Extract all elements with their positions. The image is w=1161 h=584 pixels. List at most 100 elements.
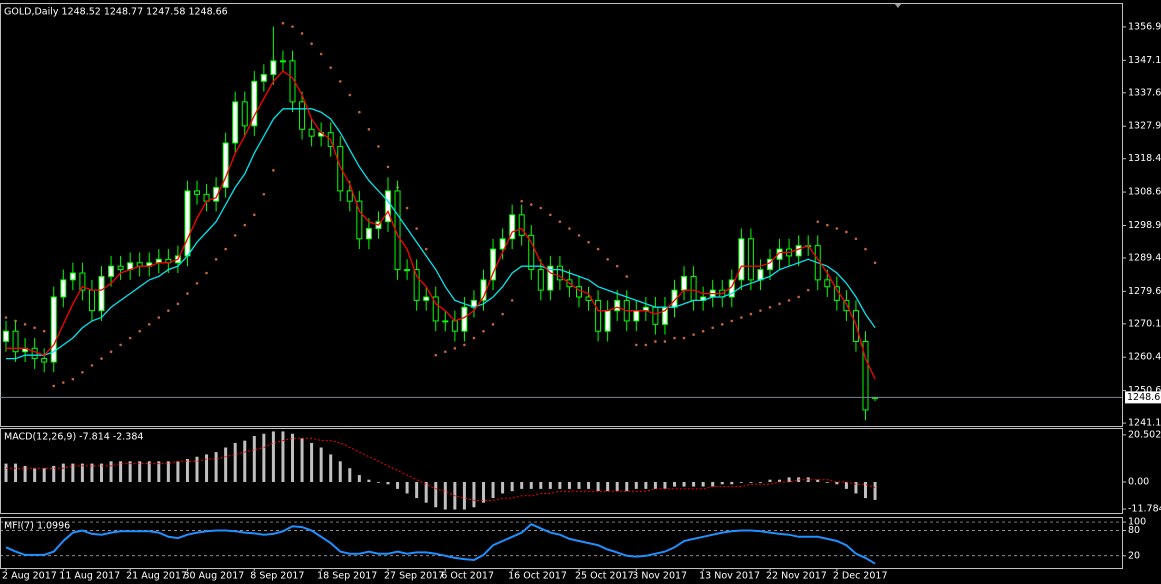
sar-dot xyxy=(596,247,600,251)
sar-dot xyxy=(186,292,189,295)
sar-dot xyxy=(262,193,266,196)
macd-bar xyxy=(692,481,696,487)
candle-body xyxy=(98,275,105,312)
candle-body xyxy=(537,269,544,291)
macd-bar xyxy=(80,463,84,482)
sar-dot xyxy=(472,336,476,340)
macd-bar xyxy=(147,461,151,482)
candle-body xyxy=(12,330,19,353)
y-tick-label: 1279.65 xyxy=(1128,286,1161,297)
candle-body xyxy=(423,296,430,301)
sar-dot xyxy=(749,312,753,316)
sar-dot xyxy=(138,329,141,333)
sar-dot xyxy=(768,305,772,309)
macd-bar xyxy=(100,463,103,482)
y-tick-label: 1356.90 xyxy=(1128,21,1161,32)
x-tick-label: 25 Oct 2017 xyxy=(575,571,634,582)
signal-line xyxy=(6,437,876,501)
candle-body xyxy=(499,238,506,250)
sar-dot xyxy=(835,227,839,230)
sar-dot xyxy=(730,319,734,323)
sar-dot xyxy=(873,261,877,265)
candle-body xyxy=(79,272,86,291)
sar-dot xyxy=(348,93,352,97)
macd-bar xyxy=(157,461,161,482)
sar-dot xyxy=(529,203,533,206)
price-label-box xyxy=(1125,391,1161,404)
macd-bar xyxy=(529,481,533,489)
sar-dot xyxy=(424,247,428,251)
sar-dot xyxy=(176,302,180,306)
candle-body xyxy=(747,238,754,281)
macd-bar xyxy=(357,475,361,482)
sar-dot xyxy=(52,384,56,388)
y-tick-label: 20 xyxy=(1128,550,1140,561)
candle-body xyxy=(604,310,611,332)
sar-dot xyxy=(444,350,447,354)
macd-bar xyxy=(14,463,18,482)
macd-bar xyxy=(539,481,543,489)
y-tick-label: -11.784 xyxy=(1128,504,1161,515)
sar-dot xyxy=(195,281,199,285)
macd-bar xyxy=(864,481,867,499)
candle-body xyxy=(757,269,764,281)
x-tick-label: 22 Nov 2017 xyxy=(766,571,827,582)
macd-bar xyxy=(367,479,371,482)
y-tick-label: 1327.90 xyxy=(1128,121,1161,132)
candle-body xyxy=(824,279,831,288)
macd-bar xyxy=(854,481,858,494)
candle-body xyxy=(681,275,688,291)
sar-dot xyxy=(826,223,829,227)
macd-bar xyxy=(768,479,772,482)
sar-dot xyxy=(539,206,543,210)
y-tick-label: 0.00 xyxy=(1128,476,1149,487)
sar-dot xyxy=(310,42,313,46)
macd-bar xyxy=(720,481,724,485)
candle-body xyxy=(509,214,516,240)
macd-bar xyxy=(711,481,715,487)
macd-bar xyxy=(443,481,447,510)
sar-dot xyxy=(405,206,409,210)
sar-dot xyxy=(100,357,103,360)
candle-body xyxy=(251,80,258,127)
sar-dot xyxy=(701,329,705,333)
macd-bar xyxy=(462,481,466,510)
macd-bar xyxy=(510,481,514,492)
macd-bar xyxy=(52,465,56,482)
sar-dot xyxy=(577,234,581,237)
candle-body xyxy=(270,60,277,76)
y-tick-label: 1289.40 xyxy=(1128,252,1161,263)
macd-bar xyxy=(835,481,839,485)
panel-title: GOLD,Daily 1248.52 1248.77 1247.58 1248.… xyxy=(4,7,228,18)
macd-bar xyxy=(90,463,94,482)
macd-bar xyxy=(338,461,342,482)
y-tick-label: 1298.90 xyxy=(1128,220,1161,231)
candle-body xyxy=(767,258,773,271)
macd-bar xyxy=(778,479,782,482)
macd-bar xyxy=(434,481,438,508)
candle-body xyxy=(50,296,57,363)
macd-bar xyxy=(405,481,409,494)
sar-dot xyxy=(482,329,485,333)
sar-dot xyxy=(434,353,438,357)
x-tick-label: 11 Aug 2017 xyxy=(59,571,120,582)
sar-dot xyxy=(291,25,294,28)
sar-dot xyxy=(644,343,648,347)
y-tick-label: 1337.65 xyxy=(1128,87,1161,98)
macd-bar xyxy=(291,433,294,482)
sar-dot xyxy=(501,312,504,316)
candle-body xyxy=(108,265,115,277)
candle-body xyxy=(518,214,525,236)
y-tick-label: 20.502 xyxy=(1128,429,1161,440)
macd-bar xyxy=(682,481,686,487)
sar-dot xyxy=(654,340,657,343)
sar-dot xyxy=(778,302,781,306)
candle-body xyxy=(556,265,563,281)
sar-dot xyxy=(663,340,667,343)
candle-body xyxy=(633,310,640,322)
macd-bar xyxy=(873,481,877,500)
macd-bar xyxy=(262,433,266,482)
macd-bar xyxy=(634,481,638,489)
panel-title: MFI(7) 1.0996 xyxy=(4,521,70,532)
